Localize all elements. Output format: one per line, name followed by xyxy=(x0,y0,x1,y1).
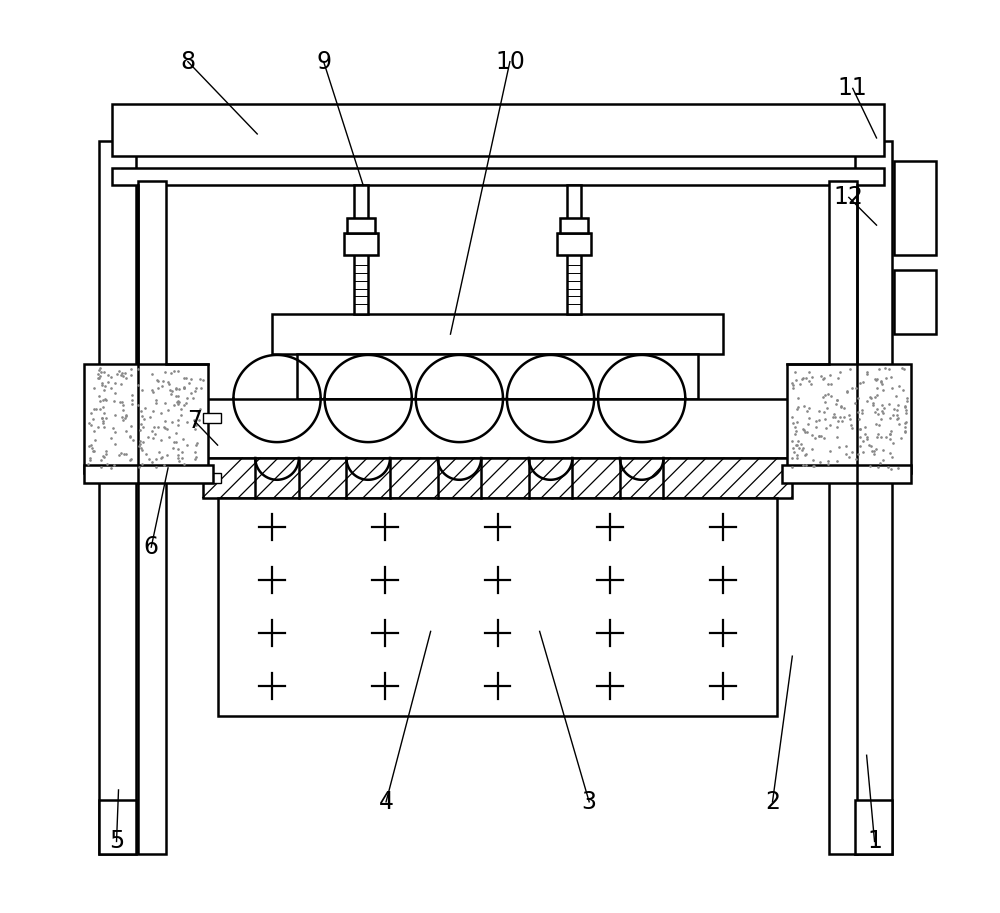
Bar xyxy=(99,800,136,855)
Bar xyxy=(112,168,884,185)
Bar xyxy=(344,233,378,255)
Text: 3: 3 xyxy=(582,790,597,813)
Bar xyxy=(84,465,213,483)
Bar xyxy=(297,354,698,399)
Bar xyxy=(347,218,375,233)
Bar xyxy=(855,800,892,855)
Bar xyxy=(782,465,911,483)
Text: 7: 7 xyxy=(187,409,202,434)
Bar xyxy=(829,181,857,855)
Text: 12: 12 xyxy=(834,185,864,209)
Bar xyxy=(203,458,792,498)
Bar xyxy=(218,498,777,716)
Bar xyxy=(99,141,136,855)
Text: 8: 8 xyxy=(180,49,195,74)
Bar xyxy=(560,218,588,233)
Text: 11: 11 xyxy=(838,77,868,100)
Bar xyxy=(272,314,723,354)
Bar xyxy=(855,141,892,855)
Bar xyxy=(894,161,936,255)
Bar xyxy=(567,185,581,314)
Bar xyxy=(112,104,884,156)
Text: 4: 4 xyxy=(379,790,394,813)
Bar xyxy=(894,269,936,334)
Text: 10: 10 xyxy=(495,49,525,74)
Bar xyxy=(787,364,911,473)
Bar xyxy=(203,399,792,458)
Bar xyxy=(84,364,208,473)
Text: 1: 1 xyxy=(867,829,882,854)
Bar xyxy=(317,399,678,428)
Bar xyxy=(557,233,591,255)
Bar xyxy=(203,414,221,424)
Bar xyxy=(354,185,368,314)
Bar xyxy=(138,181,166,855)
Text: 6: 6 xyxy=(144,535,159,559)
Bar xyxy=(203,473,221,483)
Text: 2: 2 xyxy=(765,790,780,813)
Text: 9: 9 xyxy=(316,49,331,74)
Text: 5: 5 xyxy=(109,829,124,854)
